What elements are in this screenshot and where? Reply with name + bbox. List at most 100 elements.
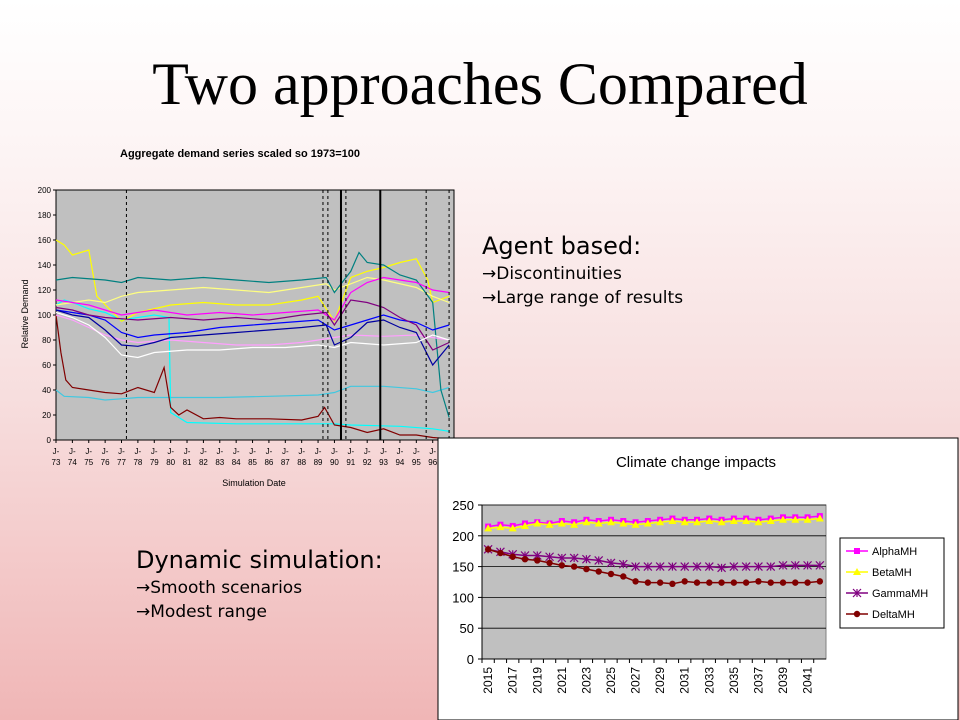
chart1-xtick-label-top: J- (69, 447, 76, 456)
chart1-xtick-label-bottom: 87 (281, 458, 290, 467)
chart1-xtick-label-top: J- (364, 447, 371, 456)
chart2-point-circle (497, 549, 504, 557)
chart2-point-circle (583, 565, 590, 573)
chart2-point-triangle (693, 518, 701, 526)
chart2-point-circle (792, 579, 799, 586)
chart1-ytick-label: 0 (47, 436, 52, 445)
chart2-xtick-label: 2039 (776, 667, 790, 694)
chart2-point-triangle (815, 514, 824, 522)
chart2-point-triangle (656, 518, 665, 526)
chart2-point-square (571, 519, 578, 526)
chart2-legend-label: BetaMH (872, 567, 912, 579)
chart2-point-triangle (607, 518, 615, 526)
chart1-xtick-label-top: J- (282, 447, 289, 456)
chart2-ytick-label: 250 (452, 498, 474, 513)
chart2-point-triangle (742, 517, 751, 525)
chart2-point-star (508, 549, 518, 559)
chart1-xtick-label-top: J- (184, 447, 191, 456)
chart1-xtick-label-bottom: 74 (68, 458, 77, 467)
chart1-ytick-label: 160 (38, 236, 52, 245)
chart1-xtick-label-top: J- (167, 447, 174, 456)
chart2-point-triangle (791, 515, 800, 523)
chart1-xtick-label-bottom: 78 (133, 458, 142, 467)
chart2-ytick-label: 50 (460, 621, 474, 636)
chart2-point-square (632, 519, 639, 526)
chart2-point-square (743, 515, 750, 522)
chart2-point-triangle (717, 518, 726, 526)
chart1-xtick-label-bottom: 96 (428, 458, 437, 467)
chart2-point-circle (534, 557, 541, 564)
chart1-xtick-label-bottom: 80 (166, 458, 175, 467)
chart2-point-triangle (779, 515, 787, 523)
chart2-point-square (620, 518, 627, 525)
chart2-point-square (534, 519, 541, 526)
chart2-point-star (582, 554, 591, 564)
chart2-point-circle (570, 563, 578, 570)
chart2-series-line (488, 517, 820, 530)
chart1-xtick-label-bottom: 83 (215, 458, 224, 467)
chart2-point-star (545, 552, 554, 562)
chart2-point-circle (706, 579, 713, 586)
chart2-point-star (483, 544, 493, 554)
chart2-point-square (595, 518, 602, 525)
chart2-point-star (520, 551, 530, 560)
chart2-ytick-label: 150 (452, 560, 474, 575)
chart2-point-star (803, 560, 812, 570)
chart1-xtick-label-bottom: 88 (297, 458, 306, 467)
chart1-xtick-label-top: J- (53, 447, 60, 456)
chart2-point-star (618, 559, 628, 569)
chart2-point-triangle (496, 523, 505, 531)
chart1-xtick-label-bottom: 89 (314, 458, 323, 467)
agent-based-text: Agent based: →Discontinuities →Large ran… (482, 232, 683, 308)
chart1-series-line (55, 314, 450, 440)
chart1-xtick-label-bottom: 90 (330, 458, 339, 467)
chart2-point-triangle (680, 518, 689, 526)
chart1-xtick-label-bottom: 94 (395, 458, 404, 467)
chart2-point-triangle (631, 520, 640, 528)
chart2-point-circle (521, 556, 529, 563)
chart2-point-square (509, 522, 516, 529)
chart2-point-star (594, 556, 604, 565)
chart2-xtick-label: 2031 (678, 667, 692, 694)
chart1-xtick-label-bottom: 97 (445, 458, 454, 467)
chart2-point-triangle (557, 519, 566, 527)
chart1-ylabel: Relative Demand (20, 279, 30, 348)
chart1-xtick-label-bottom: 84 (232, 458, 241, 467)
chart2-point-star (668, 562, 677, 572)
chart2-point-star (692, 562, 702, 572)
chart1-xtick-label-top: J- (315, 447, 322, 456)
chart2-point-circle (681, 578, 688, 585)
chart1-xtick-label-top: J- (347, 447, 354, 456)
chart2-point-triangle (754, 518, 763, 526)
chart2-point-circle (656, 579, 664, 586)
chart1-xtick-label-top: J- (216, 447, 223, 456)
chart2-point-star (741, 562, 751, 572)
chart2-point-triangle (508, 524, 517, 532)
chart1-xtick-label-top: J- (118, 447, 125, 456)
chart2-point-star (778, 560, 788, 570)
chart2-point-square (767, 515, 774, 522)
chart2-point-square (730, 515, 737, 522)
chart1-ytick-label: 40 (42, 386, 51, 395)
chart2-xtick-label: 2017 (506, 667, 520, 694)
chart2-legend-label: AlphaMH (872, 546, 917, 558)
chart1-ytick-label: 60 (42, 361, 51, 370)
chart1-xtick-label-bottom: 77 (117, 458, 126, 467)
chart1-series-line (55, 311, 450, 359)
chart1-xtick-label-bottom: 86 (264, 458, 273, 467)
chart1-ytick-label: 80 (42, 336, 51, 345)
chart2-point-triangle (853, 568, 861, 575)
chart1-series-line (55, 309, 450, 367)
chart2-point-star (655, 562, 665, 572)
chart2-point-square (706, 515, 713, 522)
chart1-xtick-label-bottom: 93 (379, 458, 388, 467)
chart2-xtick-label: 2041 (801, 667, 815, 694)
chart2-point-square (497, 521, 504, 528)
chart2-legend-label: DeltaMH (872, 609, 915, 621)
chart2-point-square (718, 516, 725, 523)
chart1-series-line (55, 385, 450, 401)
chart1-xtick-label-bottom: 85 (248, 458, 257, 467)
chart2-point-square (780, 514, 786, 521)
chart1-xtick-label-top: J- (298, 447, 305, 456)
chart2-point-star (815, 560, 825, 570)
